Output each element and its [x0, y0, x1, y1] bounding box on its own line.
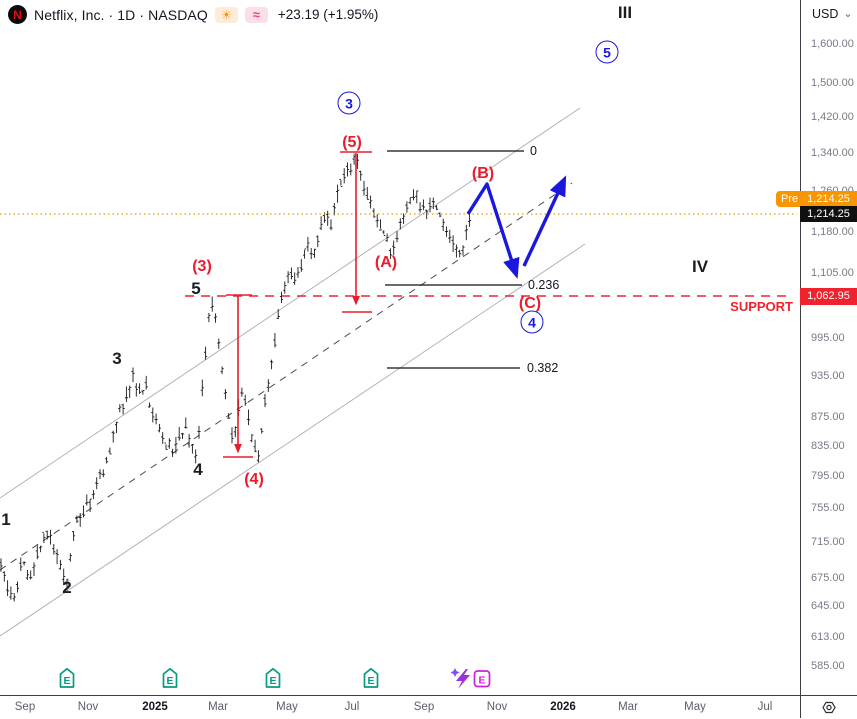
price-tick: 645.00 — [811, 599, 845, 612]
price-tick: 1,500.00 — [811, 77, 854, 90]
price-tick: 613.00 — [811, 631, 845, 644]
time-tick: Jul — [344, 701, 360, 713]
earnings-marker[interactable]: E — [59, 667, 75, 688]
price-tick: 585.00 — [811, 660, 845, 673]
upcoming-earnings-marker[interactable]: E — [450, 668, 491, 689]
price-axis[interactable]: USD ⌄ 1,600.00 1,500.00 1,420.00 1,340.00 1,… — [800, 0, 857, 695]
netflix-logo[interactable]: N — [8, 5, 27, 24]
scale-settings-icon[interactable] — [819, 699, 839, 716]
time-tick: Nov — [77, 701, 99, 713]
currency-label: USD — [812, 7, 839, 21]
projection-arrow[interactable] — [522, 175, 567, 267]
svg-text:E: E — [166, 675, 173, 687]
price-tick: 1,420.00 — [811, 111, 854, 124]
time-tick: 2026 — [550, 701, 576, 713]
price-tick: 795.00 — [811, 470, 845, 483]
candlestick-series[interactable] — [0, 153, 472, 602]
pre-market-price-box: 1,214.25 — [800, 191, 857, 207]
symbol-title[interactable]: Netflix, Inc. · 1D · NASDAQ — [34, 6, 208, 23]
earnings-marker[interactable]: E — [265, 667, 281, 688]
time-tick: Mar — [208, 701, 228, 713]
price-tick: 835.00 — [811, 440, 845, 453]
price-tick: 755.00 — [811, 502, 845, 515]
time-tick: Nov — [486, 701, 508, 713]
axis-settings-corner[interactable] — [800, 695, 857, 718]
svg-text:E: E — [478, 675, 485, 687]
time-tick: 2025 — [142, 701, 168, 713]
support-label: SUPPORT — [730, 299, 793, 314]
earnings-marker[interactable]: E — [162, 667, 178, 688]
price-tick: 675.00 — [811, 571, 845, 584]
price-tick: 1,600.00 — [811, 37, 854, 50]
trend-channel-line[interactable] — [0, 243, 586, 637]
price-tick: 1,340.00 — [811, 147, 854, 160]
approx-equal-icon[interactable]: ≈ — [244, 6, 268, 23]
price-tick: 875.00 — [811, 411, 845, 424]
price-tick: 1,180.00 — [811, 225, 854, 238]
price-tick: 1,105.00 — [811, 266, 854, 279]
projection-arrow[interactable] — [466, 182, 520, 279]
currency-toggle[interactable]: USD ⌄ — [812, 7, 853, 21]
price-tick: 715.00 — [811, 536, 845, 549]
earnings-marker[interactable]: E — [363, 667, 379, 688]
svg-text:E: E — [367, 675, 374, 687]
time-tick: Jul — [757, 701, 773, 713]
time-tick: May — [276, 701, 298, 713]
chevron-down-icon: ⌄ — [843, 8, 853, 20]
pre-market-tag: Pre — [776, 191, 804, 207]
last-price-box: 1,214.25 — [800, 206, 857, 222]
time-axis[interactable]: Sep Nov 2025 Mar May Jul Sep Nov 2026 Mar May Jul — [0, 695, 857, 719]
svg-text:E: E — [269, 675, 276, 687]
symbol-header: N Netflix, Inc. · 1D · NASDAQ ☀ ≈ +23.19… — [8, 5, 378, 24]
time-tick: May — [684, 701, 706, 713]
support-price-box: 1,062.95 — [800, 288, 857, 305]
svg-text:E: E — [63, 675, 70, 687]
time-tick: Sep — [14, 701, 36, 713]
time-tick: Sep — [413, 701, 435, 713]
logo-letter: N — [13, 7, 22, 22]
price-change: +23.19 (+1.95%) — [277, 7, 379, 22]
trend-channel-line[interactable] — [0, 182, 573, 571]
pre-market-sun-icon[interactable]: ☀ — [214, 6, 238, 23]
lightning-icon — [456, 669, 470, 689]
price-tick: 935.00 — [811, 370, 845, 383]
sparkle-icon — [450, 668, 460, 677]
time-tick: Mar — [618, 701, 638, 713]
trend-channel-line[interactable] — [0, 107, 581, 499]
price-tick: 995.00 — [811, 331, 845, 344]
